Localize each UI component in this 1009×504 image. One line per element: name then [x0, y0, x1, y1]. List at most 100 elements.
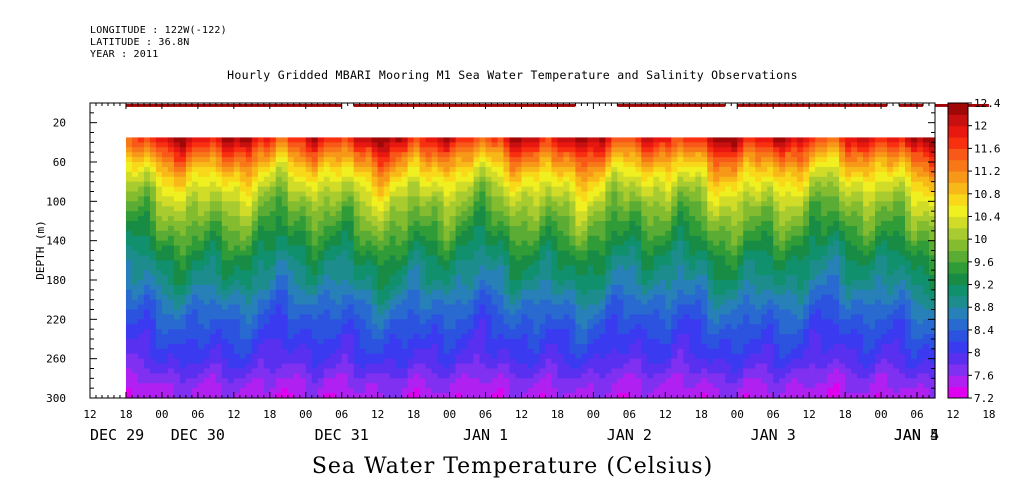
heatmap-cell	[305, 314, 313, 320]
heatmap-cell	[653, 383, 660, 389]
heatmap-cell	[329, 176, 337, 183]
heatmap-cell	[443, 284, 451, 291]
heatmap-cell	[137, 147, 145, 153]
heatmap-cell	[689, 152, 696, 158]
heatmap-cell	[185, 240, 193, 247]
heatmap-cell	[269, 196, 277, 202]
heatmap-cell	[341, 186, 349, 193]
heatmap-cell	[305, 196, 313, 202]
heatmap-cell	[167, 368, 175, 375]
heatmap-cell	[563, 186, 571, 193]
heatmap-cell	[563, 176, 571, 183]
heatmap-cell	[197, 289, 205, 296]
heatmap-cell	[533, 329, 541, 335]
heatmap-cell	[575, 171, 583, 178]
heatmap-cell	[575, 378, 583, 384]
heatmap-cell	[323, 186, 331, 193]
heatmap-cell	[497, 309, 505, 316]
heatmap-cell	[251, 329, 259, 335]
heatmap-cell	[623, 225, 630, 232]
heatmap-cell	[155, 211, 163, 217]
heatmap-cell	[257, 363, 265, 370]
heatmap-cell	[605, 255, 612, 261]
heatmap-cell	[509, 324, 517, 330]
heatmap-cell	[251, 196, 259, 202]
heatmap-cell	[473, 324, 481, 330]
heatmap-cell	[389, 343, 397, 350]
heatmap-cell	[353, 191, 361, 198]
heatmap-cell	[581, 137, 589, 143]
heatmap-cell	[227, 216, 235, 222]
heatmap-cell	[653, 171, 660, 178]
heatmap-cell	[569, 152, 577, 158]
heatmap-cell	[623, 348, 630, 355]
heatmap-cell	[197, 250, 205, 257]
heatmap-cell	[371, 275, 379, 281]
heatmap-cell	[263, 152, 271, 158]
heatmap-cell	[527, 255, 535, 261]
heatmap-cell	[401, 240, 409, 247]
heatmap-cell	[353, 363, 361, 370]
heatmap-cell	[197, 221, 205, 227]
heatmap-cell	[407, 329, 415, 335]
heatmap-cell	[179, 353, 187, 360]
heatmap-cell	[143, 191, 151, 198]
heatmap-cell	[419, 166, 427, 173]
heatmap-cell	[149, 235, 157, 242]
heatmap-cell	[185, 378, 193, 384]
heatmap-cell	[503, 240, 511, 247]
heatmap-cell	[671, 289, 678, 296]
heatmap-cell	[257, 240, 265, 247]
heatmap-cell	[497, 157, 505, 163]
heatmap-cell	[455, 353, 463, 360]
heatmap-cell	[533, 260, 541, 266]
heatmap-cell	[629, 334, 636, 340]
heatmap-cell	[671, 299, 678, 306]
heatmap-cell	[179, 186, 187, 193]
heatmap-cell	[551, 324, 559, 330]
heatmap-cell	[503, 378, 511, 384]
heatmap-cell	[437, 358, 445, 365]
heatmap-cell	[449, 142, 457, 148]
heatmap-cell	[161, 284, 169, 291]
heatmap-cell	[671, 240, 678, 247]
heatmap-cell	[311, 363, 319, 370]
heatmap-cell	[545, 196, 553, 202]
heatmap-cell	[587, 166, 594, 173]
heatmap-cell	[527, 378, 535, 384]
heatmap-cell	[365, 235, 373, 242]
heatmap-cell	[455, 270, 463, 276]
heatmap-cell	[173, 284, 181, 291]
heatmap-cell	[245, 388, 253, 394]
heatmap-cell	[635, 294, 642, 301]
heatmap-cell	[587, 191, 594, 198]
heatmap-cell	[377, 245, 385, 252]
heatmap-cell	[629, 284, 636, 291]
heatmap-cell	[329, 235, 337, 242]
heatmap-cell	[677, 250, 684, 257]
heatmap-cell	[317, 393, 325, 399]
heatmap-cell	[263, 324, 271, 330]
heatmap-cell	[659, 265, 666, 271]
heatmap-cell	[299, 221, 307, 227]
heatmap-cell	[623, 284, 630, 291]
heatmap-cell	[137, 280, 145, 286]
heatmap-cell	[563, 171, 571, 178]
heatmap-cell	[269, 201, 277, 207]
heatmap-cell	[659, 176, 666, 183]
heatmap-cell	[509, 378, 517, 384]
heatmap-cell	[413, 235, 421, 242]
heatmap-cell	[617, 225, 624, 232]
heatmap-cell	[191, 157, 199, 163]
heatmap-cell	[593, 171, 600, 178]
heatmap-cell	[191, 265, 199, 271]
heatmap-cell	[425, 373, 433, 379]
heatmap-cell	[143, 284, 151, 291]
heatmap-cell	[143, 363, 151, 370]
heatmap-cell	[209, 255, 217, 261]
heatmap-cell	[467, 216, 475, 222]
heatmap-cell	[521, 378, 529, 384]
heatmap-cell	[281, 324, 289, 330]
heatmap-cell	[209, 348, 217, 355]
heatmap-cell	[185, 289, 193, 296]
